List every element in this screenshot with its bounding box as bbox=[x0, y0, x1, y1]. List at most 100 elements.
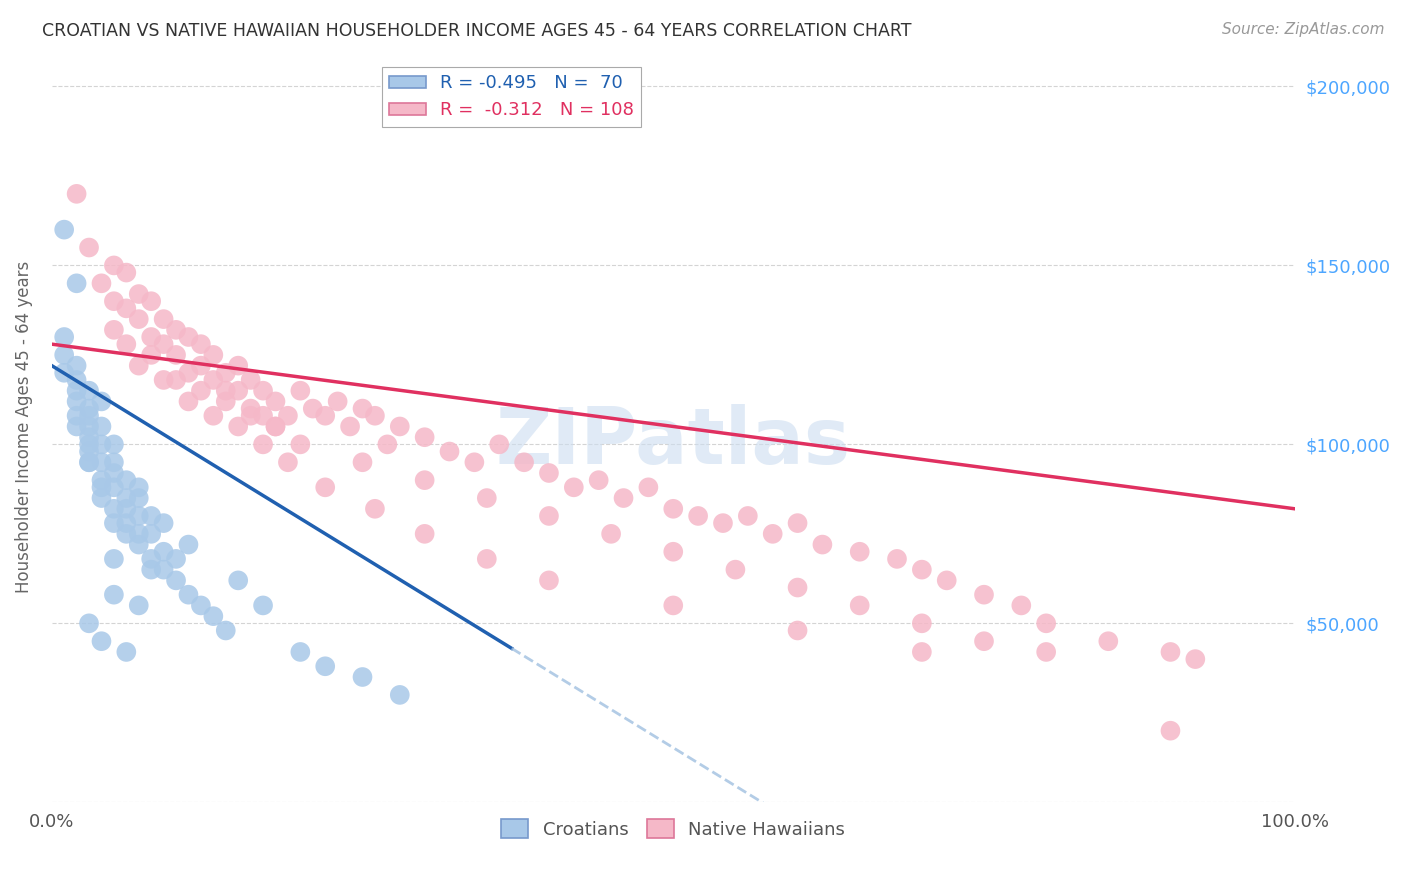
Point bbox=[911, 616, 934, 631]
Point bbox=[314, 409, 336, 423]
Point bbox=[128, 480, 150, 494]
Point bbox=[152, 516, 174, 530]
Point bbox=[177, 538, 200, 552]
Point bbox=[115, 645, 138, 659]
Point bbox=[90, 480, 112, 494]
Point bbox=[1097, 634, 1119, 648]
Point bbox=[215, 624, 238, 638]
Point bbox=[53, 348, 76, 362]
Point bbox=[103, 455, 125, 469]
Point bbox=[90, 419, 112, 434]
Point bbox=[90, 394, 112, 409]
Point bbox=[1035, 645, 1057, 659]
Point bbox=[475, 552, 498, 566]
Point bbox=[177, 588, 200, 602]
Point bbox=[90, 634, 112, 648]
Point bbox=[352, 455, 374, 469]
Legend: Croatians, Native Hawaiians: Croatians, Native Hawaiians bbox=[494, 812, 852, 846]
Point bbox=[463, 455, 485, 469]
Point bbox=[612, 491, 634, 505]
Point bbox=[215, 384, 238, 398]
Point bbox=[600, 526, 623, 541]
Point bbox=[165, 323, 187, 337]
Point bbox=[264, 419, 287, 434]
Point bbox=[77, 419, 100, 434]
Point bbox=[537, 508, 560, 523]
Point bbox=[1184, 652, 1206, 666]
Point bbox=[77, 437, 100, 451]
Point bbox=[1010, 599, 1032, 613]
Point bbox=[488, 437, 510, 451]
Point bbox=[141, 330, 163, 344]
Point bbox=[165, 348, 187, 362]
Point bbox=[848, 545, 870, 559]
Point bbox=[190, 359, 212, 373]
Point bbox=[65, 186, 87, 201]
Point bbox=[973, 588, 995, 602]
Point bbox=[252, 384, 274, 398]
Point bbox=[128, 538, 150, 552]
Point bbox=[215, 394, 238, 409]
Point bbox=[65, 419, 87, 434]
Point bbox=[65, 394, 87, 409]
Point bbox=[724, 563, 747, 577]
Point bbox=[786, 516, 808, 530]
Point bbox=[786, 581, 808, 595]
Point bbox=[364, 409, 387, 423]
Point bbox=[90, 455, 112, 469]
Point bbox=[688, 508, 710, 523]
Point bbox=[65, 409, 87, 423]
Point bbox=[277, 409, 299, 423]
Point bbox=[202, 373, 225, 387]
Point bbox=[226, 359, 249, 373]
Point bbox=[537, 466, 560, 480]
Point bbox=[115, 516, 138, 530]
Point bbox=[413, 473, 436, 487]
Point bbox=[177, 394, 200, 409]
Point bbox=[103, 588, 125, 602]
Point bbox=[77, 384, 100, 398]
Point bbox=[128, 599, 150, 613]
Point bbox=[762, 526, 785, 541]
Point bbox=[314, 480, 336, 494]
Point bbox=[103, 501, 125, 516]
Point bbox=[588, 473, 610, 487]
Point bbox=[115, 266, 138, 280]
Point bbox=[115, 526, 138, 541]
Point bbox=[65, 277, 87, 291]
Point bbox=[141, 508, 163, 523]
Text: CROATIAN VS NATIVE HAWAIIAN HOUSEHOLDER INCOME AGES 45 - 64 YEARS CORRELATION CH: CROATIAN VS NATIVE HAWAIIAN HOUSEHOLDER … bbox=[42, 22, 911, 40]
Point bbox=[115, 301, 138, 316]
Point bbox=[103, 259, 125, 273]
Point bbox=[290, 645, 312, 659]
Point bbox=[53, 330, 76, 344]
Point bbox=[103, 480, 125, 494]
Point bbox=[103, 552, 125, 566]
Point bbox=[1035, 616, 1057, 631]
Point bbox=[190, 337, 212, 351]
Point bbox=[165, 552, 187, 566]
Point bbox=[90, 437, 112, 451]
Point bbox=[388, 688, 411, 702]
Point bbox=[352, 401, 374, 416]
Point bbox=[65, 384, 87, 398]
Point bbox=[152, 337, 174, 351]
Point bbox=[77, 455, 100, 469]
Point bbox=[90, 277, 112, 291]
Point bbox=[128, 491, 150, 505]
Point bbox=[128, 359, 150, 373]
Point bbox=[662, 545, 685, 559]
Point bbox=[226, 419, 249, 434]
Point bbox=[848, 599, 870, 613]
Point bbox=[252, 409, 274, 423]
Point bbox=[152, 373, 174, 387]
Point bbox=[537, 574, 560, 588]
Point bbox=[190, 599, 212, 613]
Point bbox=[103, 516, 125, 530]
Point bbox=[152, 545, 174, 559]
Point bbox=[314, 659, 336, 673]
Point bbox=[475, 491, 498, 505]
Point bbox=[239, 409, 262, 423]
Point bbox=[53, 222, 76, 236]
Point bbox=[128, 526, 150, 541]
